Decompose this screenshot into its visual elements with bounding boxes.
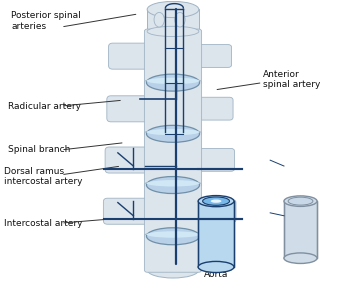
Ellipse shape (146, 177, 200, 193)
Ellipse shape (154, 12, 164, 27)
FancyBboxPatch shape (109, 43, 151, 69)
Ellipse shape (175, 12, 185, 27)
FancyBboxPatch shape (164, 134, 183, 152)
Ellipse shape (146, 180, 200, 186)
Ellipse shape (288, 197, 313, 205)
Ellipse shape (147, 1, 199, 18)
Ellipse shape (203, 197, 229, 205)
Ellipse shape (198, 261, 234, 273)
FancyBboxPatch shape (164, 186, 183, 203)
FancyBboxPatch shape (195, 200, 236, 223)
Text: Posterior spinal
arteries: Posterior spinal arteries (11, 11, 81, 31)
FancyBboxPatch shape (195, 97, 233, 120)
FancyBboxPatch shape (144, 183, 202, 239)
Ellipse shape (147, 26, 199, 36)
Text: Spinal branch: Spinal branch (8, 146, 70, 154)
FancyBboxPatch shape (195, 148, 235, 171)
FancyBboxPatch shape (105, 147, 151, 173)
FancyBboxPatch shape (195, 45, 231, 67)
Ellipse shape (146, 228, 200, 245)
Text: Intercostal artery: Intercostal artery (4, 218, 83, 228)
FancyBboxPatch shape (198, 201, 234, 267)
Text: IVC: IVC (303, 240, 318, 250)
FancyBboxPatch shape (144, 29, 202, 85)
Ellipse shape (146, 78, 200, 84)
Ellipse shape (284, 196, 317, 206)
Text: Dorsal ramus
intercostal artery: Dorsal ramus intercostal artery (4, 167, 83, 186)
Ellipse shape (146, 231, 200, 238)
Ellipse shape (147, 262, 199, 278)
FancyBboxPatch shape (284, 201, 317, 258)
FancyBboxPatch shape (107, 96, 151, 122)
Ellipse shape (198, 196, 234, 207)
Ellipse shape (146, 125, 200, 142)
Ellipse shape (146, 129, 200, 135)
Ellipse shape (284, 253, 317, 263)
FancyBboxPatch shape (144, 131, 202, 187)
FancyBboxPatch shape (147, 9, 199, 270)
FancyBboxPatch shape (103, 198, 151, 224)
FancyBboxPatch shape (144, 80, 202, 136)
FancyBboxPatch shape (164, 83, 183, 101)
Text: Aorta: Aorta (204, 270, 228, 279)
Ellipse shape (211, 199, 221, 203)
Text: Anterior
spinal artery: Anterior spinal artery (263, 70, 320, 89)
Text: Radicular artery: Radicular artery (8, 101, 81, 111)
FancyBboxPatch shape (164, 31, 183, 49)
FancyBboxPatch shape (144, 234, 202, 272)
Ellipse shape (146, 74, 200, 91)
